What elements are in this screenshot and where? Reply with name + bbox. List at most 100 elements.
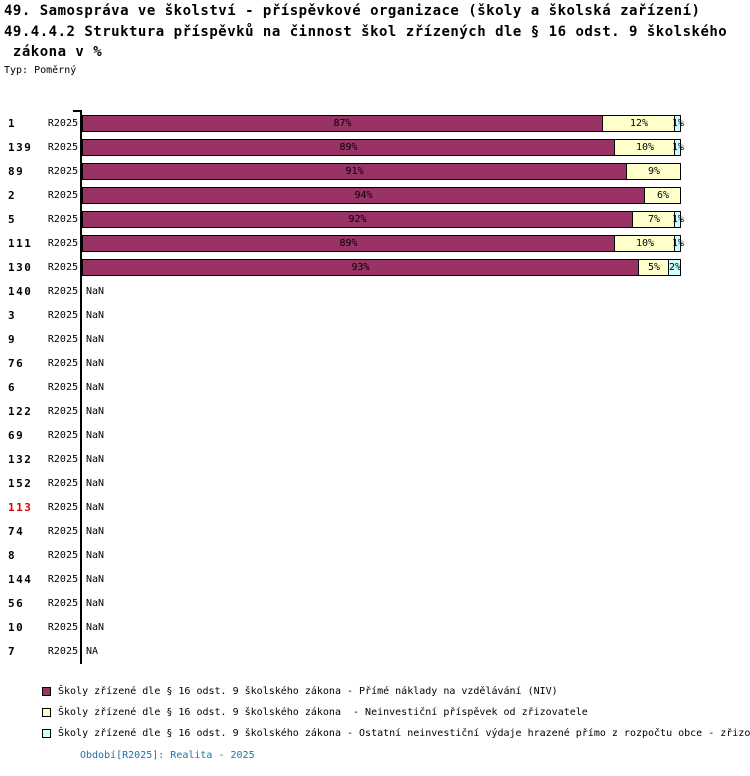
bar-segment-value-label: 89%	[339, 142, 358, 153]
row-period-label: R2025	[47, 526, 78, 537]
bar-segment-value-label: 1%	[671, 142, 685, 153]
row-nan-label: NaN	[86, 286, 105, 297]
row-nan-label: NaN	[86, 382, 105, 393]
row-nan-label: NaN	[86, 310, 105, 321]
chart-row: 3 R2025 NaN	[0, 307, 750, 324]
row-id-label: 111	[8, 237, 33, 250]
row-id-label: 132	[8, 453, 33, 466]
chart-row: 8 R2025 NaN	[0, 547, 750, 564]
legend-item-label: Školy zřízené dle § 16 odst. 9 školského…	[58, 728, 750, 739]
bar-segment-value-label: 91%	[345, 166, 364, 177]
row-nan-label: NaN	[86, 430, 105, 441]
chart-row: 132 R2025 NaN	[0, 451, 750, 468]
legend-item-label: Školy zřízené dle § 16 odst. 9 školského…	[58, 707, 588, 718]
bar-segment-value-label: 87%	[333, 118, 352, 129]
chart-row: 74 R2025 NaN	[0, 523, 750, 540]
row-period-label: R2025	[47, 118, 78, 129]
row-period-label: R2025	[47, 262, 78, 273]
row-nan-label: NA	[86, 646, 99, 657]
chart-row: 9 R2025 NaN	[0, 331, 750, 348]
bar-segment-value-label: 94%	[354, 190, 373, 201]
bar-segment-value-label: 12%	[629, 118, 649, 129]
row-period-label: R2025	[47, 310, 78, 321]
row-id-label: 9	[8, 333, 17, 346]
bar-segment	[674, 115, 681, 132]
period-footer-label: Období[R2025]: Realita - 2025	[80, 750, 255, 761]
row-nan-label: NaN	[86, 406, 105, 417]
chart-row: 89 R2025 91% 9%	[0, 163, 750, 180]
chart-row: 1 R2025 87% 12% 1%	[0, 115, 750, 132]
legend-swatch	[42, 708, 51, 717]
row-nan-label: NaN	[86, 358, 105, 369]
row-id-label: 5	[8, 213, 17, 226]
row-nan-label: NaN	[86, 454, 105, 465]
row-period-label: R2025	[47, 502, 78, 513]
chart-row: 69 R2025 NaN	[0, 427, 750, 444]
bar-segment-value-label: 7%	[647, 214, 661, 225]
row-period-label: R2025	[47, 622, 78, 633]
row-period-label: R2025	[47, 598, 78, 609]
chart-title-line-3: zákona v %	[4, 44, 103, 60]
row-id-label: 10	[8, 621, 25, 634]
row-period-label: R2025	[47, 334, 78, 345]
row-nan-label: NaN	[86, 334, 105, 345]
bar-segment	[644, 187, 681, 204]
row-period-label: R2025	[47, 550, 78, 561]
row-period-label: R2025	[47, 478, 78, 489]
bar-segment-value-label: 93%	[351, 262, 370, 273]
row-period-label: R2025	[47, 430, 78, 441]
row-id-label: 76	[8, 357, 25, 370]
row-nan-label: NaN	[86, 622, 105, 633]
y-axis-line	[80, 110, 82, 664]
chart-row: 76 R2025 NaN	[0, 355, 750, 372]
row-period-label: R2025	[47, 214, 78, 225]
chart-title-line-1: 49. Samospráva ve školství - příspěvkové…	[4, 3, 701, 19]
bar-segment-value-label: 89%	[339, 238, 358, 249]
bar-segment	[626, 163, 681, 180]
row-period-label: R2025	[47, 190, 78, 201]
row-id-label: 113	[8, 501, 33, 514]
row-id-label: 130	[8, 261, 33, 274]
row-period-label: R2025	[47, 382, 78, 393]
chart-row: 152 R2025 NaN	[0, 475, 750, 492]
row-period-label: R2025	[47, 454, 78, 465]
chart-type-label: Typ: Poměrný	[4, 65, 77, 76]
row-nan-label: NaN	[86, 478, 105, 489]
y-axis-top-tick	[73, 110, 82, 112]
row-nan-label: NaN	[86, 550, 105, 561]
bar-segment	[674, 139, 681, 156]
chart-row: 113 R2025 NaN	[0, 499, 750, 516]
row-id-label: 144	[8, 573, 33, 586]
row-period-label: R2025	[47, 286, 78, 297]
row-id-label: 122	[8, 405, 33, 418]
row-period-label: R2025	[47, 646, 78, 657]
bar-segment-value-label: 6%	[656, 190, 670, 201]
chart-row: 111 R2025 89% 10% 1%	[0, 235, 750, 252]
bar-segment-value-label: 1%	[671, 214, 685, 225]
chart-row: 56 R2025 NaN	[0, 595, 750, 612]
row-id-label: 6	[8, 381, 17, 394]
row-period-label: R2025	[47, 574, 78, 585]
row-id-label: 2	[8, 189, 17, 202]
bar-segment-value-label: 10%	[635, 142, 655, 153]
chart-row: 122 R2025 NaN	[0, 403, 750, 420]
legend-item-label: Školy zřízené dle § 16 odst. 9 školského…	[58, 686, 558, 697]
legend-swatch	[42, 729, 51, 738]
chart-row: 144 R2025 NaN	[0, 571, 750, 588]
row-period-label: R2025	[47, 358, 78, 369]
row-id-label: 69	[8, 429, 25, 442]
bar-segment-value-label: 2%	[668, 262, 682, 273]
row-nan-label: NaN	[86, 502, 105, 513]
chart-row: 6 R2025 NaN	[0, 379, 750, 396]
row-period-label: R2025	[47, 238, 78, 249]
row-id-label: 7	[8, 645, 17, 658]
bar-segment-value-label: 9%	[647, 166, 661, 177]
chart-row: 140 R2025 NaN	[0, 283, 750, 300]
chart-row: 139 R2025 89% 10% 1%	[0, 139, 750, 156]
row-id-label: 139	[8, 141, 33, 154]
row-id-label: 1	[8, 117, 17, 130]
legend-swatch	[42, 687, 51, 696]
row-period-label: R2025	[47, 166, 78, 177]
bar-segment-value-label: 92%	[348, 214, 367, 225]
